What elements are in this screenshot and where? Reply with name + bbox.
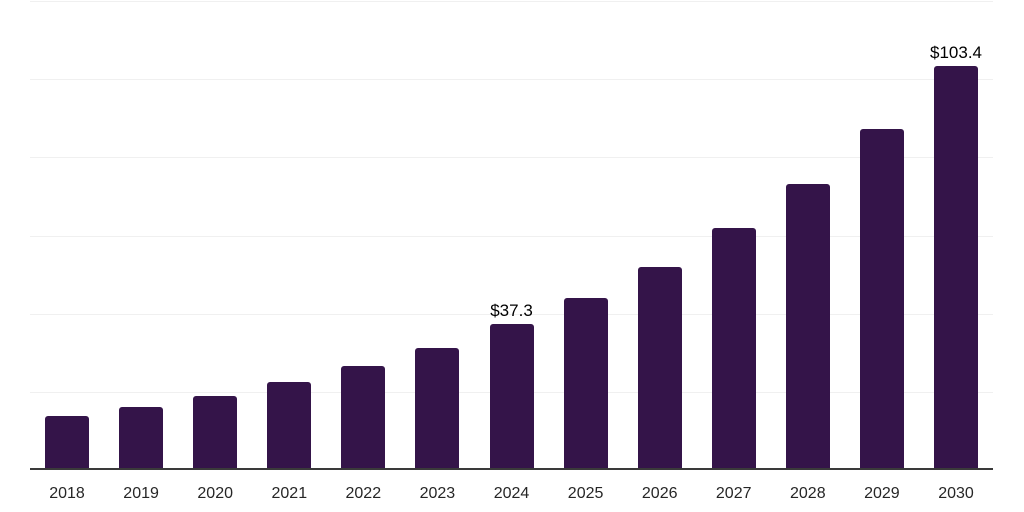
bar-2025: [563, 298, 608, 470]
x-tick-2030: 2030: [938, 485, 974, 502]
plot-area: $37.3 $103.4: [30, 1, 993, 470]
bar-2024: [489, 324, 534, 470]
bar-2023: [415, 348, 460, 470]
gridline-40: [30, 313, 993, 315]
x-tick-2018: 2018: [49, 485, 85, 502]
x-tick-2021: 2021: [271, 485, 308, 502]
gridline-60: [30, 235, 993, 237]
x-axis-line: [30, 468, 993, 470]
x-tick-2020: 2020: [197, 485, 233, 502]
gridline-80: [30, 157, 993, 159]
x-tick-2026: 2026: [641, 485, 678, 502]
bar-2018: [45, 416, 89, 470]
x-tick-2023: 2023: [419, 485, 456, 502]
gridline-120: [30, 1, 993, 2]
x-tick-2022: 2022: [345, 485, 382, 502]
bar-2029: [859, 129, 904, 470]
bar-2020: [193, 396, 238, 470]
bar-2019: [119, 407, 164, 470]
bar-2026: [637, 267, 682, 470]
x-tick-2027: 2027: [715, 485, 752, 502]
x-axis-tick-labels: 2018 2019 2020 2021 2022 2023 2024 2025 2026 2027…: [30, 484, 993, 504]
bar-2030: [934, 65, 978, 470]
x-tick-2019: 2019: [123, 485, 159, 502]
bar-2022: [341, 366, 386, 470]
bar-2021: [267, 382, 312, 470]
x-tick-2028: 2028: [790, 485, 826, 502]
value-label-2030: $103.4: [930, 42, 982, 62]
x-tick-2029: 2029: [864, 485, 900, 502]
bar-2028: [785, 183, 830, 470]
value-label-2024: $37.3: [490, 301, 533, 321]
x-tick-2025: 2025: [567, 485, 604, 502]
gridline-100: [30, 79, 993, 81]
bar-2027: [711, 228, 756, 470]
x-tick-2024: 2024: [493, 485, 530, 502]
